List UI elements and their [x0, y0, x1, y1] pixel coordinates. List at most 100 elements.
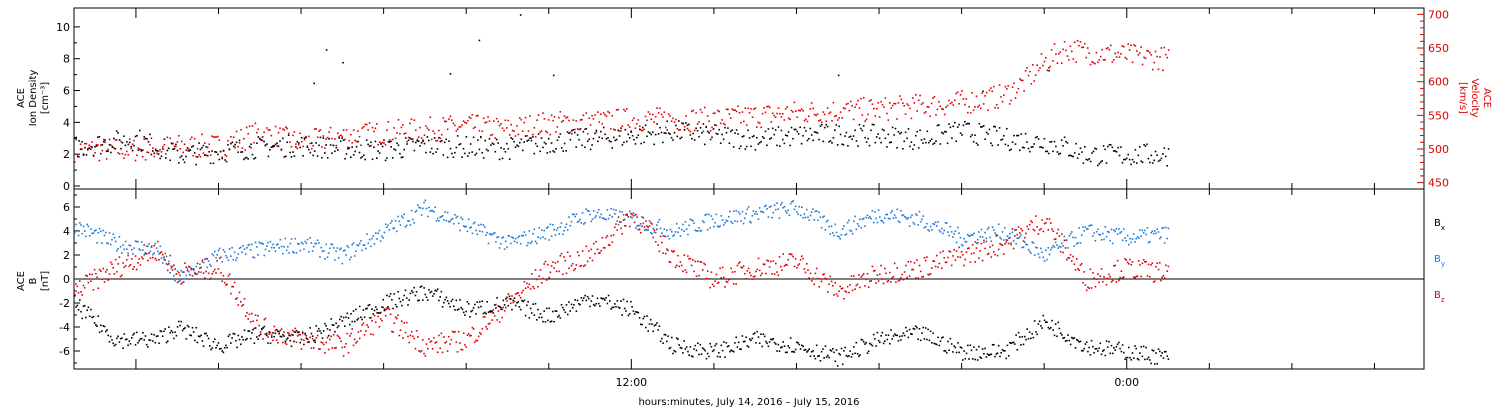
- velocity-point: [1020, 79, 1022, 81]
- density-point: [253, 158, 255, 160]
- bz-point: [1046, 218, 1048, 220]
- velocity-point: [513, 130, 515, 132]
- density-point: [311, 142, 313, 144]
- bx-point: [954, 346, 957, 349]
- bz-point: [552, 261, 554, 263]
- bz-point: [139, 264, 142, 266]
- bz-point: [926, 256, 928, 258]
- density-point: [676, 135, 679, 138]
- density-point: [871, 123, 874, 126]
- density-point: [995, 130, 998, 132]
- velocity-point: [425, 125, 427, 127]
- density-point: [468, 152, 471, 154]
- density-point: [211, 150, 213, 152]
- bx-point: [1161, 352, 1163, 354]
- by-point: [103, 234, 106, 237]
- bz-point: [537, 285, 539, 288]
- by-point: [457, 222, 460, 225]
- bz-point: [295, 341, 298, 344]
- density-point: [1110, 144, 1112, 146]
- bx-point: [174, 331, 176, 333]
- bx-point: [116, 337, 118, 340]
- density-spike-point: [449, 73, 452, 75]
- velocity-point: [501, 127, 504, 129]
- bx-point: [1037, 323, 1040, 325]
- by-point: [470, 226, 472, 228]
- velocity-point: [130, 147, 132, 150]
- by-point: [1090, 224, 1093, 226]
- density-point: [497, 142, 499, 144]
- density-point: [1026, 141, 1028, 143]
- density-point: [422, 140, 424, 142]
- bz-point: [1054, 238, 1057, 240]
- velocity-tick-label: 700: [1428, 8, 1449, 21]
- density-point: [153, 152, 156, 155]
- by-point: [672, 235, 674, 237]
- bx-point: [1162, 357, 1165, 359]
- bz-point: [1027, 228, 1030, 230]
- density-point: [387, 140, 390, 143]
- velocity-point: [689, 130, 692, 133]
- bx-point: [318, 327, 320, 330]
- velocity-axis-title-line3: [km/s]: [1457, 82, 1468, 114]
- bz-point: [708, 278, 710, 280]
- velocity-point: [221, 156, 223, 159]
- by-point: [674, 231, 677, 233]
- bz-point: [178, 271, 180, 274]
- by-point: [1167, 227, 1170, 230]
- density-point: [832, 137, 835, 139]
- by-point: [1088, 225, 1090, 227]
- by-point: [284, 237, 287, 240]
- velocity-point: [186, 149, 189, 152]
- velocity-point: [76, 154, 79, 156]
- density-point: [403, 148, 405, 151]
- bz-point: [792, 255, 794, 258]
- by-point: [1154, 230, 1156, 232]
- by-point: [1100, 239, 1103, 241]
- velocity-point: [602, 112, 605, 114]
- bx-point: [1052, 329, 1054, 331]
- bx-point: [828, 356, 830, 359]
- bz-point: [214, 268, 216, 271]
- by-point: [496, 236, 498, 239]
- by-point: [545, 227, 548, 229]
- velocity-point: [870, 99, 872, 101]
- by-point: [965, 240, 968, 243]
- velocity-point: [461, 124, 463, 126]
- bz-point: [384, 314, 387, 317]
- velocity-point: [269, 129, 271, 131]
- velocity-point: [900, 98, 903, 101]
- bx-point: [267, 342, 269, 344]
- bx-point: [724, 356, 726, 358]
- bz-point: [482, 316, 485, 318]
- by-point: [143, 254, 145, 256]
- bx-point: [675, 337, 678, 339]
- bz-point: [248, 313, 251, 316]
- density-point: [818, 138, 820, 141]
- density-point: [313, 150, 316, 152]
- density-point: [753, 135, 755, 137]
- by-point: [928, 230, 931, 232]
- density-point: [480, 135, 482, 138]
- bz-point: [88, 273, 91, 276]
- bz-point: [584, 264, 586, 266]
- bx-point: [98, 331, 101, 333]
- bz-point: [292, 329, 294, 332]
- bz-point: [960, 251, 963, 253]
- bz-point: [1009, 236, 1011, 239]
- by-point: [819, 216, 822, 218]
- bz-point: [656, 228, 658, 231]
- bx-point: [584, 294, 586, 297]
- by-point: [887, 217, 890, 220]
- density-point: [186, 147, 189, 149]
- bz-point: [616, 229, 619, 231]
- by-point: [726, 220, 729, 222]
- by-point: [1116, 233, 1119, 235]
- bz-point: [885, 272, 887, 275]
- bz-point: [147, 259, 149, 262]
- bz-point: [412, 335, 414, 338]
- bz-point: [588, 250, 590, 252]
- density-point: [188, 150, 190, 152]
- bz-point: [192, 269, 195, 271]
- by-point: [418, 206, 420, 209]
